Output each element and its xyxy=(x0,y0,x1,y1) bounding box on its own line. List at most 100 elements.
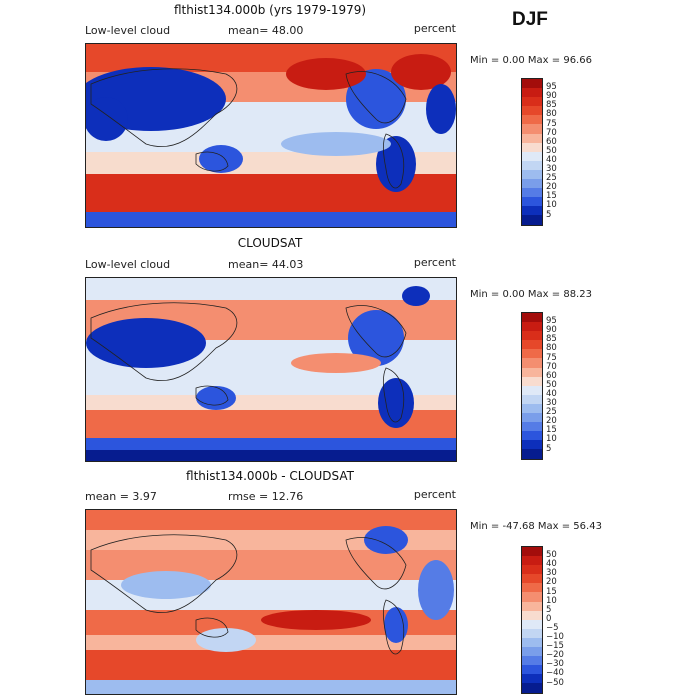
panel-1-map xyxy=(85,43,457,228)
colorbar-swatch xyxy=(522,431,542,441)
panel-1-colorbar: 95 90 85 80 75 70 60 50 40 30 25 20 15 10 5 xyxy=(521,78,557,226)
colorbar-swatch xyxy=(522,160,542,170)
colorbar-tick-label: 15 xyxy=(546,425,557,436)
colorbar-tick-label: 10 xyxy=(546,595,557,606)
colorbar-swatch xyxy=(522,547,542,557)
colorbar-swatch xyxy=(522,583,542,593)
colorbar-swatch xyxy=(522,97,542,107)
colorbar-tick-label: 85 xyxy=(546,100,557,111)
colorbar-swatch xyxy=(522,422,542,432)
colorbar-swatch xyxy=(522,628,542,638)
colorbar-tick-label: −5 xyxy=(546,622,559,633)
colorbar-tick-label: 80 xyxy=(546,343,557,354)
colorbar-swatch xyxy=(522,206,542,216)
colorbar-tick-label: 20 xyxy=(546,577,557,588)
colorbar-swatch xyxy=(522,331,542,341)
colorbar-swatch xyxy=(522,151,542,161)
colorbar-tick-label: 20 xyxy=(546,416,557,427)
colorbar-swatch xyxy=(522,142,542,152)
colorbar-swatch xyxy=(522,215,542,225)
panel-3-title: flthist134.000b - CLOUDSAT xyxy=(186,469,354,483)
colorbar-swatch xyxy=(522,565,542,575)
colorbar-swatch xyxy=(522,367,542,377)
colorbar-tick-label: 15 xyxy=(546,586,557,597)
panel-3-map xyxy=(85,509,457,695)
colorbar-tick-label: 70 xyxy=(546,361,557,372)
colorbar-swatch xyxy=(522,647,542,657)
colorbar-swatch xyxy=(522,349,542,359)
colorbar-swatch xyxy=(522,394,542,404)
panel-1-units-label: percent xyxy=(413,22,456,35)
colorbar-swatch xyxy=(522,449,542,459)
colorbar-swatch xyxy=(522,179,542,189)
colorbar-tick-label: 50 xyxy=(546,550,557,561)
panel-1-mean-label: mean= 48.00 xyxy=(228,24,304,37)
panel-3-mean-label: mean = 3.97 xyxy=(85,490,157,503)
colorbar-tick-label: 5 xyxy=(546,209,552,220)
colorbar-swatch xyxy=(522,197,542,207)
colorbar-swatch xyxy=(522,601,542,611)
colorbar-swatch xyxy=(522,619,542,629)
colorbar-swatch xyxy=(522,440,542,450)
colorbar-swatch xyxy=(522,413,542,423)
colorbar-tick-label: 80 xyxy=(546,109,557,120)
colorbar-tick-label: −50 xyxy=(546,677,564,688)
panel-1-variable-label: Low-level cloud xyxy=(85,24,171,37)
colorbar-tick-label: 5 xyxy=(546,443,552,454)
colorbar-swatch xyxy=(522,358,542,368)
colorbar-tick-label: 75 xyxy=(546,118,557,129)
colorbar-swatch xyxy=(522,403,542,414)
colorbar-tick-label: 50 xyxy=(546,145,557,156)
colorbar-tick-label: 30 xyxy=(546,164,557,174)
colorbar-tick-label: 30 xyxy=(546,568,557,579)
colorbar-tick-label: 5 xyxy=(546,604,552,615)
panel-3-units-label: percent xyxy=(413,488,456,501)
colorbar-swatch xyxy=(522,188,542,198)
colorbar-swatch xyxy=(522,169,542,180)
colorbar-tick-label: 25 xyxy=(546,173,557,184)
colorbar-tick-label: 85 xyxy=(546,334,557,345)
panel-1-title: flthist134.000b (yrs 1979-1979) xyxy=(173,3,367,17)
panel-2-mean-label: mean= 44.03 xyxy=(228,258,304,271)
colorbar-tick-label: 30 xyxy=(546,398,557,408)
colorbar-tick-label: 10 xyxy=(546,200,557,211)
colorbar-tick-label: 0 xyxy=(546,613,552,624)
colorbar-swatch xyxy=(522,313,542,323)
colorbar-tick-label: 75 xyxy=(546,352,557,363)
colorbar-tick-label: 50 xyxy=(546,379,557,390)
colorbar-swatch xyxy=(522,656,542,666)
colorbar-swatch xyxy=(522,592,542,602)
colorbar-swatch xyxy=(522,124,542,134)
colorbar-tick-label: 95 xyxy=(546,82,557,93)
colorbar-tick-label: 40 xyxy=(546,154,557,165)
colorbar-tick-label: −30 xyxy=(546,659,564,670)
colorbar-swatch xyxy=(522,115,542,125)
panel-3-min-max: Min = -47.68 Max = 56.43 xyxy=(470,521,602,532)
colorbar-swatch xyxy=(522,133,542,143)
colorbar-tick-label: 60 xyxy=(546,370,557,381)
panel-2-colorbar: 95 90 85 80 75 70 60 50 40 30 25 20 15 10 5 xyxy=(521,312,557,460)
colorbar-tick-label: −10 xyxy=(546,632,564,642)
colorbar-swatch xyxy=(522,376,542,386)
colorbar-tick-label: 25 xyxy=(546,407,557,418)
colorbar-tick-label: 90 xyxy=(546,91,557,102)
panel-1-min-max: Min = 0.00 Max = 96.66 xyxy=(470,55,592,66)
colorbar-swatch xyxy=(522,556,542,566)
colorbar-swatch xyxy=(522,340,542,350)
colorbar-tick-label: 95 xyxy=(546,316,557,327)
colorbar-tick-label: 10 xyxy=(546,434,557,445)
colorbar-tick-label: 40 xyxy=(546,559,557,570)
colorbar-swatch xyxy=(522,674,542,684)
colorbar-swatch xyxy=(522,610,542,620)
colorbar-swatch xyxy=(522,683,542,693)
colorbar-swatch xyxy=(522,88,542,98)
panel-2-units-label: percent xyxy=(413,256,456,269)
colorbar-tick-label: −20 xyxy=(546,650,564,661)
colorbar-tick-label: −40 xyxy=(546,668,564,679)
colorbar-swatch xyxy=(522,385,542,395)
colorbar-tick-label: 40 xyxy=(546,388,557,399)
colorbar-tick-label: 20 xyxy=(546,182,557,193)
colorbar-swatch xyxy=(522,79,542,89)
colorbar-swatch xyxy=(522,574,542,584)
colorbar-swatch xyxy=(522,637,542,648)
